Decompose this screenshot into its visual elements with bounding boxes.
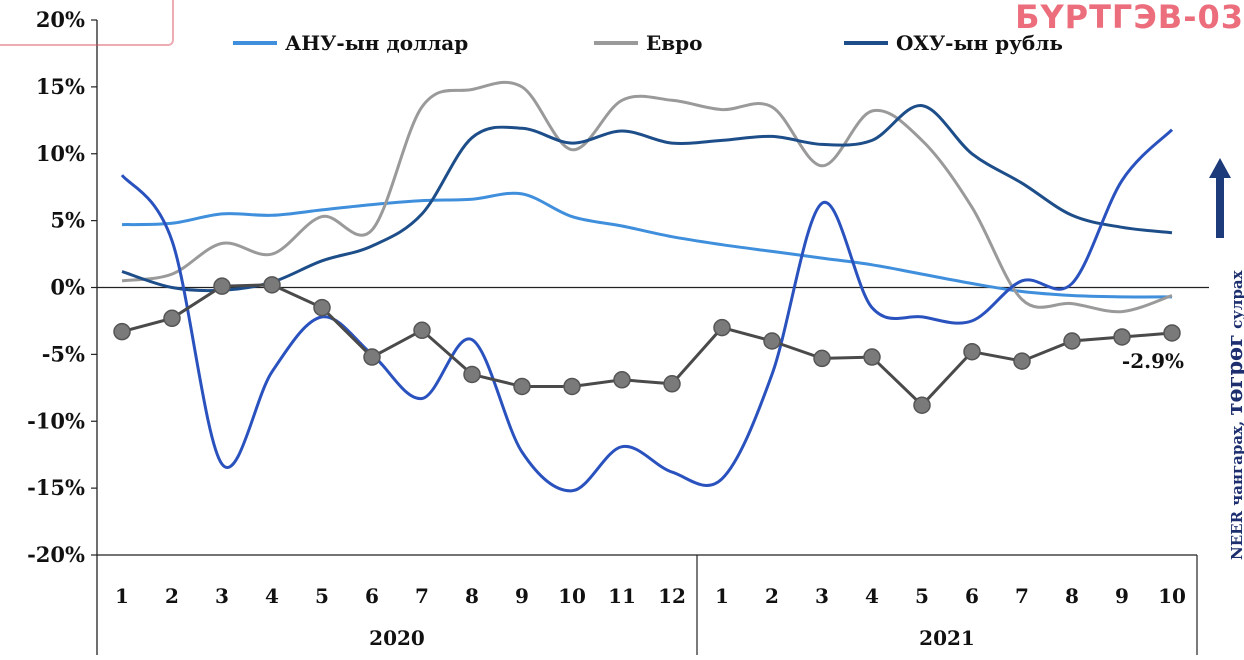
- neer-point-marker: [763, 332, 781, 350]
- x-tick-label: 4: [865, 584, 879, 608]
- neer-point-marker: [863, 348, 881, 366]
- neer-point-marker: [163, 309, 181, 328]
- neer-point-marker: [513, 377, 531, 396]
- x-tick-label: 5: [315, 584, 329, 608]
- legend-entry: Евро: [646, 31, 702, 55]
- neer-point-marker: [713, 318, 731, 337]
- x-tick-label: 7: [1015, 584, 1029, 608]
- x-tick-label: 3: [215, 584, 229, 608]
- x-tick-label: 1: [715, 584, 729, 608]
- neer-point-marker: [113, 322, 131, 341]
- up-arrow-icon: [1209, 158, 1231, 238]
- y-tick-label: -5%: [42, 341, 85, 366]
- neer-point-marker: [413, 321, 431, 340]
- neer-point-marker: [813, 349, 831, 368]
- y-tick-label: 20%: [36, 7, 85, 32]
- x-tick-label: 10: [558, 584, 586, 608]
- x-tick-label: 9: [1115, 584, 1129, 608]
- x-tick-label: 6: [965, 584, 979, 608]
- x-tick-label: 6: [365, 584, 379, 608]
- y-tick-label: 5%: [50, 208, 85, 233]
- neer-point-marker: [563, 377, 581, 396]
- neer-axis-label-highlight: төгрөг: [1222, 334, 1244, 416]
- registration-stamp-left: [0, 0, 174, 46]
- x-tick-label: 8: [465, 584, 479, 608]
- x-tick-label: 12: [658, 584, 686, 608]
- usd-series-line: [121, 191, 1173, 299]
- neer-point-marker: [363, 348, 381, 366]
- x-tick-label: 8: [1065, 584, 1079, 608]
- y-tick-label: 15%: [36, 74, 85, 99]
- rub-series-line: [121, 104, 1173, 293]
- y-tick-label: -15%: [27, 475, 85, 500]
- neer-point-marker: [213, 277, 231, 295]
- x-tick-label: 7: [415, 584, 429, 608]
- year-group-label: 2020: [369, 626, 425, 650]
- x-tick-label: 3: [815, 584, 829, 608]
- neer-point-marker: [1063, 332, 1081, 350]
- neer-component-line: [120, 128, 1174, 493]
- x-tick-label: 2: [765, 584, 779, 608]
- y-tick-label: 0%: [50, 275, 85, 300]
- neer-point-marker: [613, 371, 631, 389]
- x-tick-label: 9: [515, 584, 529, 608]
- neer-axis-label: NEER чангарах, төгрөг сулрах: [1222, 270, 1244, 560]
- year-group-label: 2021: [919, 626, 975, 650]
- neer-point-marker: [1113, 328, 1131, 346]
- neer-point-marker: [663, 375, 681, 393]
- neer-point-marker: [1013, 352, 1031, 370]
- neer-point-marker: [913, 396, 931, 414]
- registration-stamp: БҮРТГЭВ-03: [1015, 0, 1244, 36]
- legend-entry: АНУ-ын доллар: [285, 31, 468, 55]
- neer-point-marker: [963, 342, 981, 361]
- y-tick-label: -10%: [27, 408, 85, 433]
- neer-point-marker: [463, 365, 481, 384]
- legend-entry: ОХУ-ын рубль: [896, 31, 1063, 55]
- x-tick-label: 11: [608, 584, 636, 608]
- eur-series-line: [121, 80, 1173, 314]
- x-tick-label: 5: [915, 584, 929, 608]
- x-tick-label: 1: [115, 584, 129, 608]
- x-tick-label: 10: [1158, 584, 1186, 608]
- neer-axis-label-suffix: сулрах: [1228, 270, 1244, 329]
- data-label: -2.9%: [1122, 349, 1184, 373]
- neer-series-line: [121, 283, 1173, 408]
- neer-axis-label-prefix: NEER чангарах,: [1228, 420, 1244, 560]
- neer-point-marker: [263, 276, 281, 294]
- x-tick-label: 4: [265, 584, 279, 608]
- neer-point-marker: [313, 298, 331, 317]
- x-tick-label: 2: [165, 584, 179, 608]
- y-tick-label: 10%: [36, 141, 85, 166]
- neer-point-marker: [1163, 324, 1181, 342]
- y-tick-label: -20%: [27, 542, 85, 567]
